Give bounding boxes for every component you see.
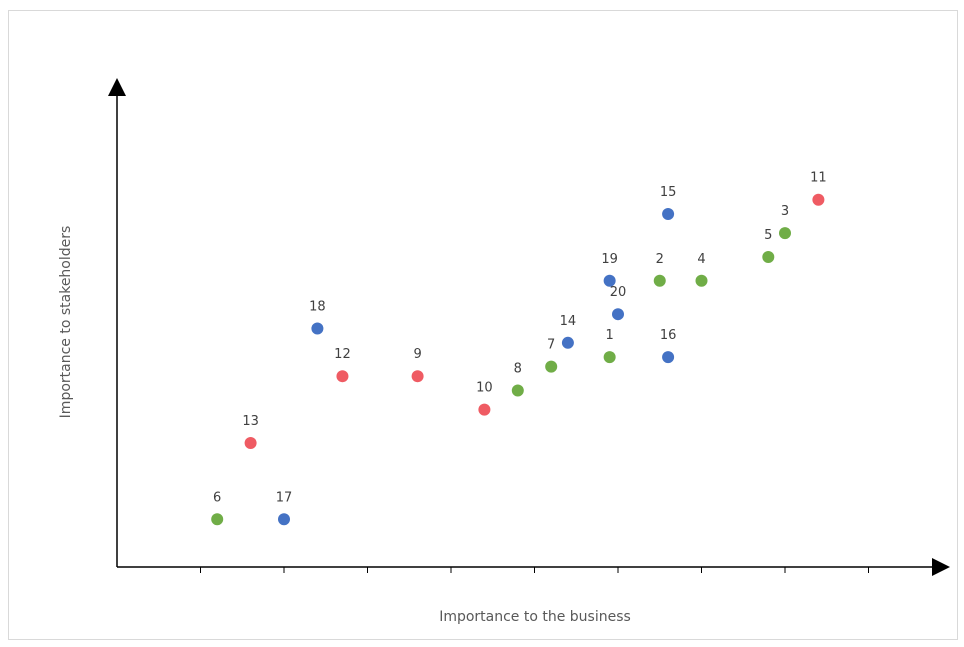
y-axis-arrow-icon [108, 78, 126, 96]
data-label-5: 5 [764, 228, 772, 243]
data-point-9 [411, 370, 424, 383]
data-point-2 [653, 274, 666, 287]
data-label-10: 10 [476, 381, 493, 396]
data-label-1: 1 [606, 328, 614, 343]
data-label-13: 13 [242, 414, 259, 429]
data-label-18: 18 [309, 300, 326, 315]
data-point-19 [603, 274, 616, 287]
data-point-8 [511, 384, 524, 397]
data-label-17: 17 [276, 490, 293, 505]
x-axis-title: Importance to the business [439, 609, 631, 625]
data-point-10 [478, 403, 491, 416]
data-label-16: 16 [660, 328, 677, 343]
y-axis-title: Importance to stakeholders [58, 226, 74, 419]
data-point-13 [244, 436, 257, 449]
data-label-14: 14 [560, 314, 577, 329]
data-label-15: 15 [660, 185, 677, 200]
data-label-20: 20 [610, 285, 627, 300]
data-point-20 [612, 308, 624, 321]
data-point-11 [812, 193, 825, 206]
data-point-18 [311, 322, 324, 335]
data-label-12: 12 [334, 347, 351, 362]
data-point-14 [561, 336, 574, 349]
data-point-7 [545, 360, 558, 373]
data-point-17 [278, 513, 290, 526]
data-point-5 [762, 250, 775, 263]
data-label-11: 11 [810, 171, 827, 186]
data-label-6: 6 [213, 490, 221, 505]
data-point-12 [336, 370, 349, 383]
data-point-4 [695, 274, 708, 287]
data-label-4: 4 [697, 252, 705, 267]
data-label-8: 8 [514, 362, 522, 377]
data-label-3: 3 [781, 204, 789, 219]
data-label-19: 19 [601, 252, 618, 267]
data-label-2: 2 [656, 252, 664, 267]
data-point-6 [211, 513, 224, 526]
data-point-15 [662, 208, 675, 221]
data-point-1 [603, 351, 616, 364]
data-label-7: 7 [547, 338, 555, 353]
x-axis-ticks [200, 567, 869, 573]
x-axis-arrow-icon [932, 558, 950, 576]
data-point-3 [779, 227, 791, 240]
data-point-16 [662, 351, 675, 364]
data-label-9: 9 [413, 347, 421, 362]
chart-frame [8, 10, 958, 640]
